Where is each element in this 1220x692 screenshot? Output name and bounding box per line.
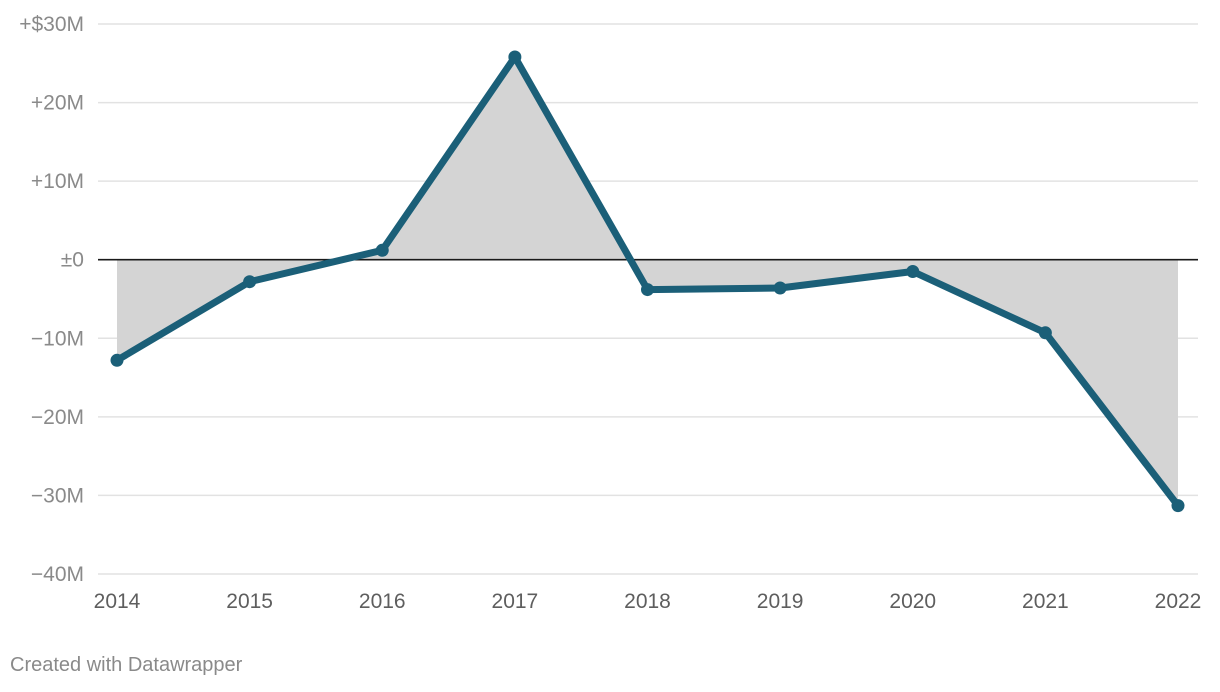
y-tick-label: −10M	[31, 327, 84, 350]
x-tick-label: 2020	[889, 590, 936, 613]
x-tick-label: 2016	[359, 590, 406, 613]
y-tick-label: ±0	[61, 249, 84, 272]
x-tick-label: 2014	[94, 590, 141, 613]
data-point	[1038, 326, 1052, 340]
y-axis-tick-labels: +$30M +20M +10M ±0 −10M −20M −30M −40M	[19, 13, 84, 586]
area-fill	[117, 57, 1178, 506]
y-tick-label: −20M	[31, 406, 84, 429]
x-tick-label: 2017	[492, 590, 539, 613]
y-tick-label: −40M	[31, 563, 84, 586]
data-point	[375, 243, 389, 257]
data-point	[641, 283, 654, 297]
area-fill-shape	[117, 57, 1178, 506]
x-tick-label: 2021	[1022, 590, 1069, 613]
data-point	[508, 50, 522, 64]
data-point	[243, 275, 257, 289]
data-point	[906, 265, 920, 278]
x-tick-label: 2019	[757, 590, 804, 613]
y-tick-label: +20M	[31, 92, 84, 115]
grid-lines	[98, 23, 1198, 575]
data-point	[1171, 499, 1185, 513]
x-tick-label: 2018	[624, 590, 671, 613]
y-tick-label: −30M	[31, 484, 84, 507]
x-axis-tick-labels: 2014 2015 2016 2017 2018 2019 2020 2021 2022	[94, 590, 1202, 613]
y-tick-label: +10M	[31, 170, 84, 193]
y-tick-label: +$30M	[19, 13, 84, 36]
datawrapper-credit: Created with Datawrapper	[10, 654, 243, 676]
x-tick-label: 2022	[1155, 590, 1202, 613]
x-tick-label: 2015	[226, 590, 273, 613]
data-points	[110, 50, 1185, 513]
data-point	[110, 353, 124, 367]
data-point	[773, 281, 787, 295]
